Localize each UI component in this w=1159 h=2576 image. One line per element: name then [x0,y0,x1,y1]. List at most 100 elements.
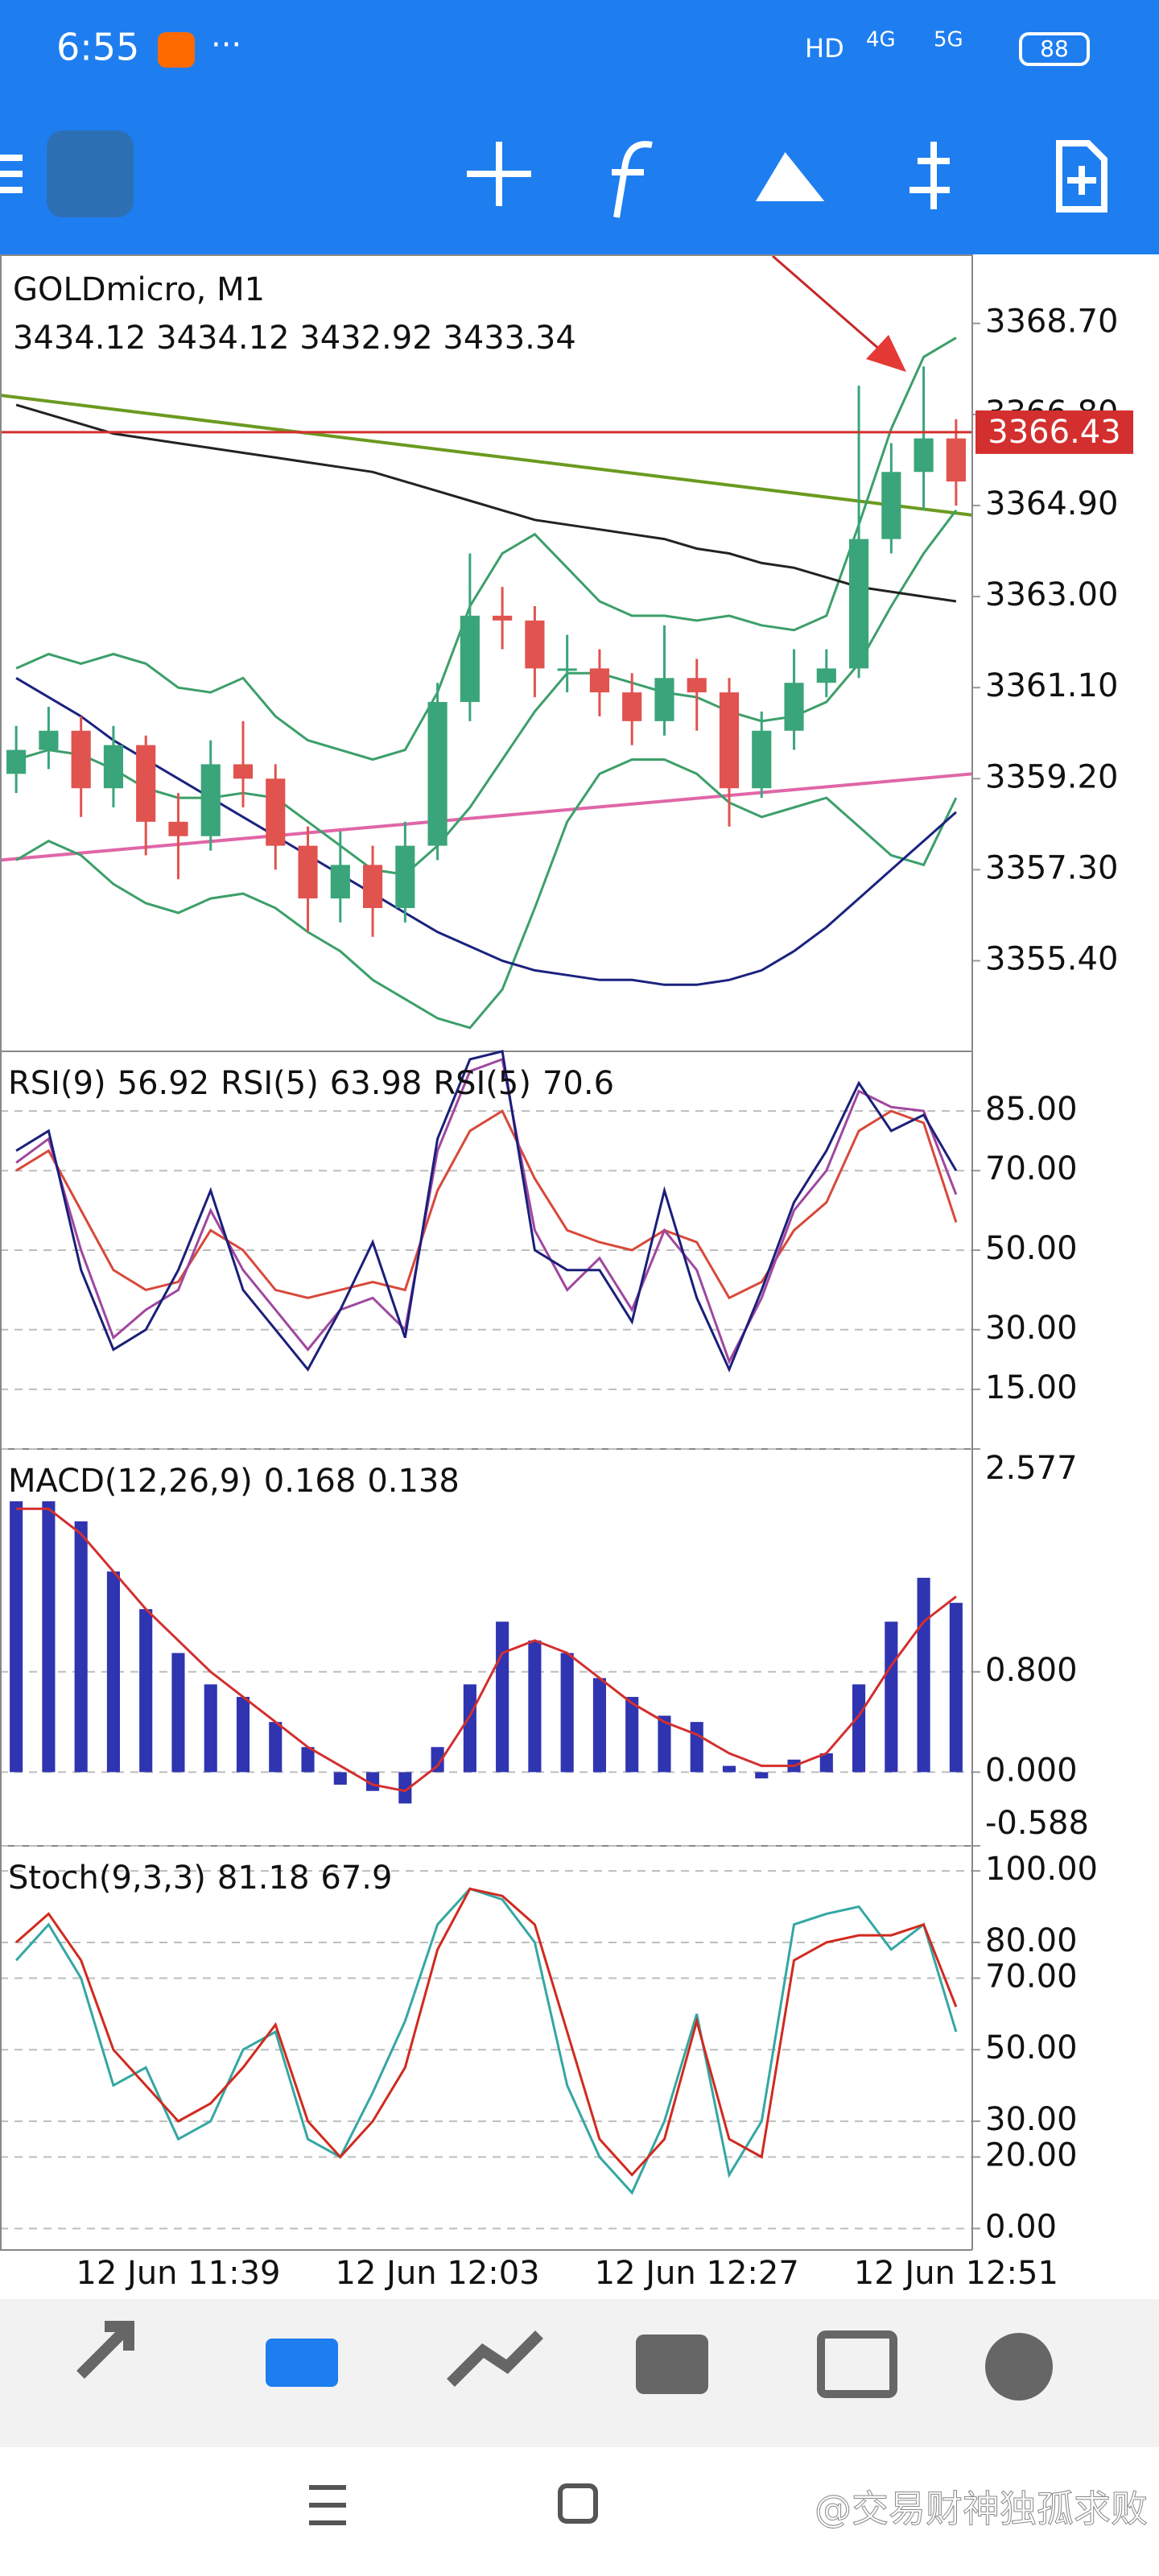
new-order-icon[interactable] [1056,140,1107,213]
tab-quotes[interactable] [76,2321,134,2379]
histogram-bar [819,1753,833,1773]
nav-home[interactable] [558,2483,598,2524]
candle-body [266,778,286,846]
nav-menu[interactable] [309,2485,346,2525]
histogram-bar [852,1684,866,1773]
histogram-bar [658,1715,671,1773]
y-tick-label: 0.000 [985,1752,1078,1789]
candle-body [427,702,448,846]
y-tick-label: 3357.30 [985,849,1118,886]
candle-body [881,472,901,539]
candle-body [589,668,610,693]
y-tick-label: 3364.90 [985,485,1118,522]
histogram-bar [171,1653,185,1773]
tab-history[interactable] [636,2334,708,2394]
histogram-bar [398,1772,412,1804]
dots: ··· [211,27,241,64]
menu-icon[interactable] [0,155,23,193]
histogram-bar [301,1747,315,1773]
series-name: RSI(9) [8,1065,106,1102]
y-tick-label: 50.00 [985,2029,1078,2066]
nav-bar [309,2483,598,2525]
indicator-line [15,1108,958,1300]
battery-level: 88 [1040,35,1069,62]
series-value: 56.92 [118,1065,210,1102]
histogram-bar [431,1747,444,1773]
y-tick-label: 30.00 [985,1310,1078,1347]
app-logo[interactable] [47,130,134,217]
clock: 6:55 [56,26,139,69]
y-tick-label: 2.577 [985,1450,1078,1487]
series-value: 67.9 [320,1860,392,1897]
ohlc-text: 3434.12 3434.12 3432.92 3433.34 [13,320,576,357]
objects-icon[interactable] [755,152,825,201]
panel-header: Stoch(9,3,3) 81.18 67.9 [8,1860,392,1897]
y-tick-label: 70.00 [985,1150,1078,1187]
network: 5G [934,28,963,52]
histogram-bar [528,1640,542,1773]
y-tick-label: 0.00 [985,2208,1057,2245]
network: 4G [866,28,896,52]
tab-chart[interactable] [266,2339,338,2387]
x-tick-label: 12 Jun 12:03 [336,2255,540,2292]
indicator-line [15,336,957,762]
candle-body [200,764,221,836]
histogram-bar [74,1521,88,1773]
candle-body [330,865,350,899]
y-tick-label: 3359.20 [985,758,1118,795]
indicator-line [15,677,957,986]
indicator-name: Stoch(9,3,3) [8,1860,206,1897]
candle-body [914,438,934,473]
histogram-bar [236,1696,250,1773]
candle-body [39,730,59,750]
x-tick-label: 12 Jun 12:51 [854,2255,1058,2292]
candle-body [71,730,91,789]
histogram-bar [269,1722,283,1773]
y-tick-label: 3355.40 [985,940,1118,977]
crosshair-icon[interactable] [467,142,531,206]
series-value: 81.18 [217,1860,310,1897]
histogram-bar [42,1501,56,1773]
histogram-bar [463,1684,476,1773]
series-name: RSI(5) [433,1065,531,1102]
series-name: RSI(5) [221,1065,319,1102]
y-tick-label: 50.00 [985,1230,1078,1267]
series-value: 0.168 [264,1463,357,1500]
indicator-line [15,1050,958,1373]
candle-body [784,683,804,731]
indicator-icon[interactable] [612,141,653,218]
histogram-bar [885,1621,898,1773]
candle-body [168,821,188,836]
candle-body [525,620,545,669]
candle-body [687,678,707,693]
candle-body [946,438,966,482]
tab-trade[interactable] [447,2330,543,2387]
histogram-bar [917,1577,930,1773]
y-tick-label: 100.00 [985,1851,1098,1888]
symbol-title: GOLDmicro, M1 [13,271,265,308]
candle-body [6,749,27,774]
indicator-line [15,403,957,603]
series-value: 63.98 [330,1065,423,1102]
y-tick-label: 15.00 [985,1369,1078,1406]
panel-header: RSI(9) 56.92 RSI(5) 63.98 RSI(5) 70.6 [8,1065,614,1102]
x-tick-label: 12 Jun 11:39 [76,2255,280,2292]
indicator-line [14,1887,958,2195]
y-tick-label: -0.588 [985,1805,1089,1842]
tab-messages[interactable] [985,2333,1053,2401]
tabs [76,2321,1053,2401]
trade-icon[interactable] [909,142,950,209]
y-tick-label: 30.00 [985,2101,1078,2138]
arrow-head [866,335,906,372]
histogram-bar [690,1722,703,1773]
candle-body [719,692,740,789]
arrow-line [772,254,888,357]
series-value: 0.138 [367,1463,460,1500]
y-tick-label: 0.800 [985,1652,1078,1689]
series-value: 70.6 [542,1065,614,1102]
indicator-line [16,1507,957,1793]
histogram-bar [139,1608,153,1773]
candle-body [298,845,318,899]
candle-body [460,615,480,703]
tab-news[interactable] [817,2330,897,2398]
